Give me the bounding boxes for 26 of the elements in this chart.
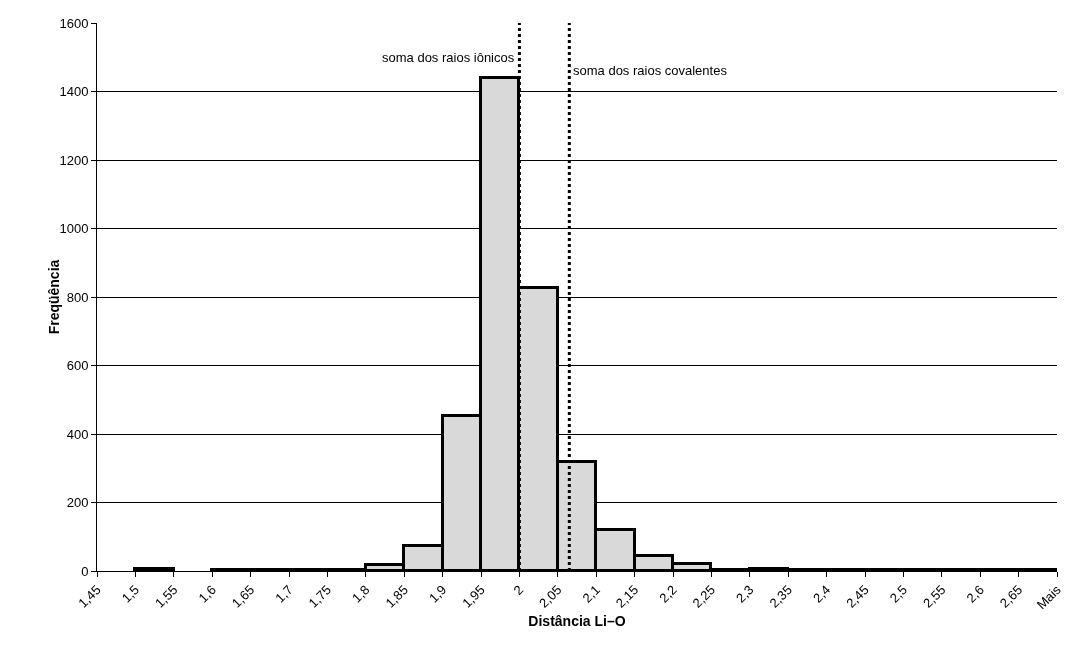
y-tick-label: 1600 [59, 15, 89, 31]
x-tick-label: 1,7 [272, 582, 296, 606]
x-tick-label: 2,5 [886, 582, 911, 606]
x-tick-label: 1,5 [118, 582, 143, 606]
x-tick-label: 2,1 [579, 582, 603, 606]
y-tick-label: 200 [66, 495, 89, 511]
x-tick-label: 2,2 [656, 582, 680, 606]
x-tick-label: 1,9 [425, 582, 450, 606]
y-axis-title: Freqüência [46, 259, 62, 335]
x-tick-label: 1,8 [349, 582, 373, 606]
x-tick-label: 2,4 [809, 582, 834, 606]
ref-line-label: soma dos raios covalentes [573, 63, 728, 78]
x-tick-label: 2,6 [963, 582, 987, 606]
y-tick-label: 1000 [59, 221, 89, 237]
y-tick-label: 800 [66, 289, 89, 305]
ref-line-label: soma dos raios iônicos [382, 50, 515, 65]
x-axis-title: Distância Li–O [528, 612, 626, 629]
x-tick-label: 1,6 [195, 582, 219, 606]
y-tick-label: 1200 [59, 152, 89, 168]
y-tick-label: 600 [66, 358, 89, 374]
y-tick-label: 0 [81, 563, 89, 579]
x-tick-label: 2 [510, 582, 527, 598]
y-tick-label: 400 [66, 426, 89, 442]
x-tick-label: 2,3 [733, 582, 757, 606]
y-tick-label: 1400 [59, 84, 89, 100]
x-tick-label: Mais [1033, 581, 1065, 613]
